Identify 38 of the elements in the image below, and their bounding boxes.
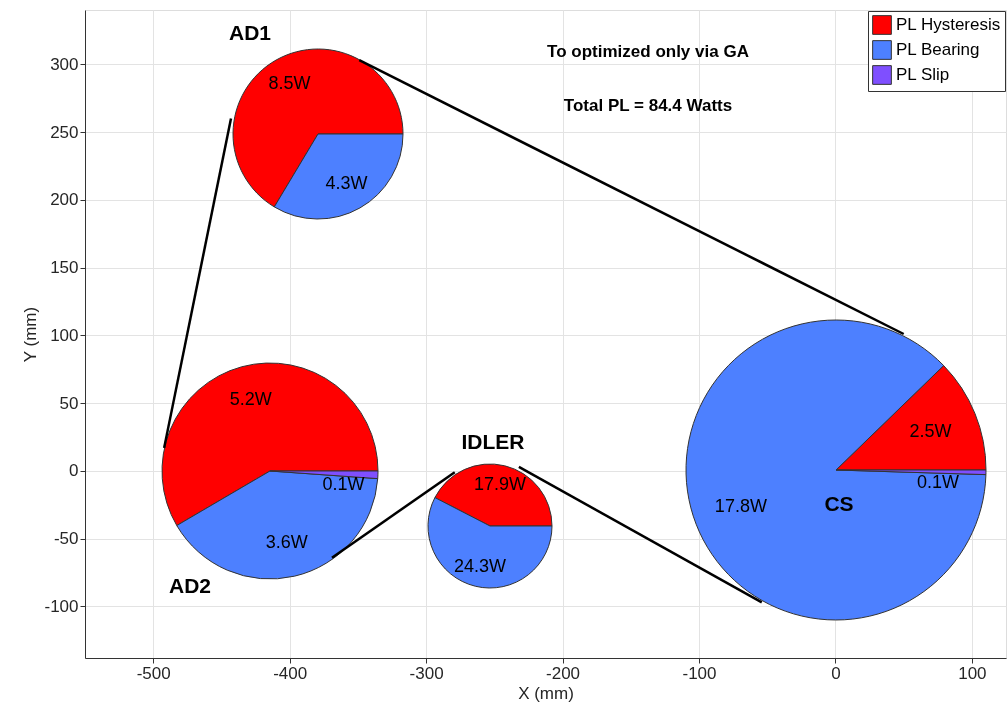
data-label: 0.1W xyxy=(916,471,959,492)
y-tick-label: 250 xyxy=(50,122,79,142)
y-tick-label: 0 xyxy=(69,461,79,481)
data-label: 17.8W xyxy=(714,495,767,516)
data-label: 8.5W xyxy=(268,72,311,93)
data-label: 24.3W xyxy=(454,555,507,576)
chart-title: IDLER xyxy=(461,430,525,453)
data-label: 17.9W xyxy=(473,474,526,495)
text: AD1 xyxy=(228,21,272,44)
y-axis-title: Y (mm) xyxy=(21,306,41,363)
x-axis-title: X (mm) xyxy=(518,683,574,703)
data-label: 2.5W xyxy=(909,420,952,441)
y-tick-label: -100 xyxy=(44,596,79,616)
x-tick-label: -300 xyxy=(409,663,444,683)
data-label: 4.3W xyxy=(325,173,368,194)
annotation: Total PL = 84.4 Watts xyxy=(563,96,733,115)
annotation: To optimized only via GA xyxy=(547,42,749,61)
pie-slice xyxy=(685,319,987,621)
data-label: 3.6W xyxy=(265,531,308,552)
data-label: 5.2W xyxy=(229,389,272,410)
x-tick-label: 0 xyxy=(831,663,841,683)
y-tick-label: 200 xyxy=(50,190,79,210)
legend-label: PL Bearing xyxy=(896,40,980,59)
x-tick-label: -400 xyxy=(273,663,308,683)
x-tick-label: 100 xyxy=(958,663,987,683)
x-tick-label: -500 xyxy=(136,663,171,683)
y-tick-label: 150 xyxy=(50,258,79,278)
y-tick-label: 50 xyxy=(59,393,79,413)
legend-label: PL Hysteresis xyxy=(896,15,1001,34)
x-tick-label: -100 xyxy=(682,663,717,683)
y-tick-label: 300 xyxy=(50,54,79,74)
text: AD2 xyxy=(168,574,212,597)
y-tick-label: -50 xyxy=(53,529,79,549)
y-tick-label: 100 xyxy=(50,325,79,345)
data-label: 0.1W xyxy=(322,473,365,494)
text: CS xyxy=(824,492,854,515)
legend-label: PL Slip xyxy=(896,65,950,84)
x-tick-label: -200 xyxy=(546,663,581,683)
